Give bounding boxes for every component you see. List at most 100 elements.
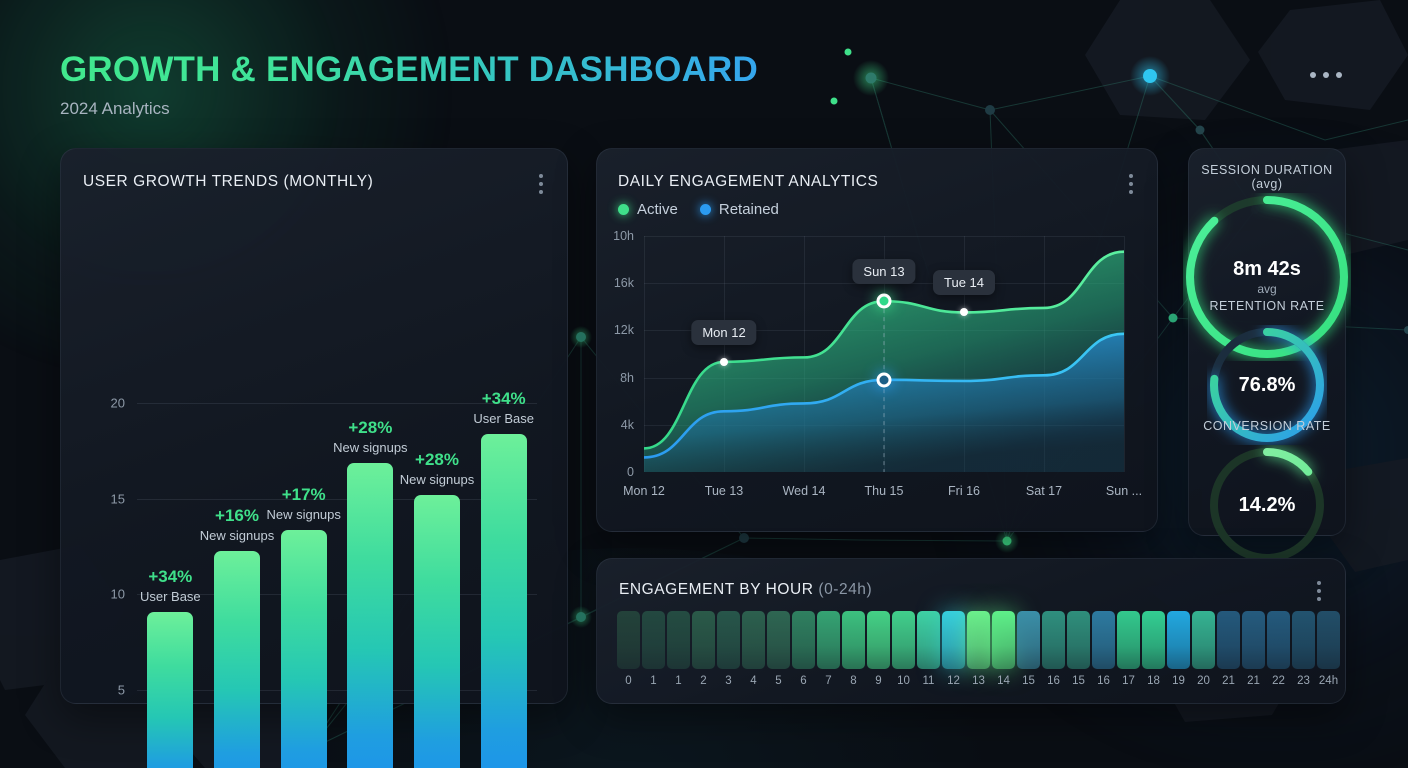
- heatmap-cell[interactable]: [992, 611, 1015, 669]
- heatmap-cell[interactable]: [1292, 611, 1315, 669]
- user-growth-trends-card: USER GROWTH TRENDS (MONTHLY) 05101520 +3…: [60, 148, 568, 768]
- legend-item[interactable]: Retained: [699, 201, 779, 218]
- bar-annotation: +28% New signups: [295, 418, 445, 455]
- heatmap-cell[interactable]: [667, 611, 690, 669]
- bar-gridline: [137, 690, 537, 692]
- heatmap-cell[interactable]: [767, 611, 790, 669]
- heatmap-cell[interactable]: [1092, 611, 1115, 669]
- area-chart-plot: 0 4k 8h 12k 16k 10h Mon 12 Tue 13 Wed 14 Thu 15 Fr…: [613, 229, 1142, 498]
- heatmap-hour-label: 22: [1272, 675, 1285, 687]
- gauge-ring[interactable]: 8m 42s avg: [1183, 193, 1351, 361]
- data-point-marker[interactable]: [720, 357, 728, 366]
- heatmap-hour-label: 20: [1197, 675, 1210, 687]
- heatmap-hour-label: 4: [750, 675, 757, 687]
- heatmap-hour-label: 21: [1222, 675, 1235, 687]
- bar-rect[interactable]: [414, 495, 461, 768]
- heatmap-cell[interactable]: [1017, 611, 1040, 669]
- heatmap-cell[interactable]: [1117, 611, 1140, 669]
- gauge-value: 14.2%: [1238, 493, 1296, 516]
- bar-item[interactable]: +28% New signups: [333, 392, 408, 768]
- bar-annotation-percent: +34%: [481, 389, 526, 409]
- data-point-marker[interactable]: [876, 293, 892, 309]
- heatmap-cell[interactable]: [817, 611, 840, 669]
- heatmap-cell[interactable]: [1242, 611, 1265, 669]
- heatmap-cell[interactable]: [892, 611, 915, 669]
- heatmap-hour-label: 16: [1097, 675, 1110, 687]
- gauge-ring[interactable]: 14.2%: [1207, 445, 1327, 565]
- bar-rect[interactable]: [347, 462, 394, 768]
- gauge-value: 76.8%: [1238, 373, 1296, 396]
- bar-series: +34% User Base +16% New signups +17% New sign…: [137, 389, 537, 768]
- line-x-tick-label: Sun ...: [1105, 484, 1143, 498]
- bar-item[interactable]: +16% New signups: [200, 392, 274, 768]
- kebab-menu-icon[interactable]: [1129, 174, 1133, 194]
- bar-item[interactable]: +34% User Base: [470, 389, 537, 768]
- heatmap-cell[interactable]: [692, 611, 715, 669]
- bar-y-tick-label: 20: [110, 395, 125, 411]
- bar-annotation: +34% User Base: [95, 567, 245, 604]
- line-x-tick-label: Wed 14: [782, 484, 826, 498]
- bar-annotation-percent: +16%: [215, 506, 259, 526]
- heatmap-cell[interactable]: [1317, 611, 1340, 669]
- legend-item[interactable]: Active: [618, 201, 678, 218]
- heatmap-cell[interactable]: [1167, 611, 1190, 669]
- bar-item[interactable]: +34% User Base: [137, 392, 204, 768]
- line-vgridline: [724, 236, 725, 472]
- bar-rect[interactable]: [147, 612, 194, 768]
- bar-item[interactable]: +28% New signups: [400, 392, 474, 768]
- heatmap-cell[interactable]: [1042, 611, 1065, 669]
- heatmap-hour-label: 18: [1147, 675, 1160, 687]
- heatmap-cell[interactable]: [917, 611, 940, 669]
- more-horizontal-icon[interactable]: [1310, 72, 1342, 78]
- line-y-tick-label: 12k: [613, 323, 634, 338]
- gauge-value-box: 76.8%: [1207, 325, 1327, 445]
- bar-item[interactable]: +17% New signups: [266, 392, 341, 768]
- gauge-value: 8m 42s: [1233, 258, 1301, 280]
- bar-annotation-caption: New signups: [333, 439, 408, 455]
- heatmap-cells: [617, 611, 1340, 669]
- heatmap-cell[interactable]: [742, 611, 765, 669]
- data-point-marker[interactable]: [876, 372, 892, 388]
- heatmap-cell[interactable]: [717, 611, 740, 669]
- heatmap-cell[interactable]: [1067, 611, 1090, 669]
- heatmap-cell[interactable]: [792, 611, 815, 669]
- bar-y-tick-label: 15: [110, 491, 125, 507]
- heat-card-title-main: ENGAGEMENT BY HOUR: [619, 581, 814, 598]
- heatmap-hour-label: 15: [1022, 675, 1035, 687]
- heatmap-cell[interactable]: [842, 611, 865, 669]
- bar-annotation-caption: New signups: [399, 472, 475, 488]
- bar-rect[interactable]: [280, 529, 327, 768]
- heatmap-cell[interactable]: [867, 611, 890, 669]
- heatmap-hour-label: 6: [800, 675, 807, 687]
- gauge-label: RETENTION RATE: [1209, 299, 1325, 313]
- engagement-by-hour-card: ENGAGEMENT BY HOUR (0-24h) 0 1 1 2 3 4 5 6 7 8 9 10…: [596, 558, 1346, 704]
- heatmap-hour-label: 3: [725, 675, 732, 687]
- chart-legend: Active Retained: [618, 201, 779, 218]
- data-point-marker[interactable]: [960, 308, 968, 317]
- heatmap-hour-label: 19: [1172, 675, 1185, 687]
- bar-rect[interactable]: [214, 551, 260, 768]
- gauge-ring[interactable]: 76.8%: [1207, 325, 1327, 445]
- heatmap-hour-label: 9: [875, 675, 882, 687]
- bar-annotation-caption: New signups: [266, 506, 341, 522]
- bar-annotation-percent: +17%: [281, 484, 326, 504]
- heatmap-cell[interactable]: [1192, 611, 1215, 669]
- heatmap-cell[interactable]: [642, 611, 665, 669]
- heatmap-hour-labels: 0 1 1 2 3 4 5 6 7 8 9 10 11 12 13 14 15 16 15 16 17 18 19 20 21 2…: [617, 675, 1340, 687]
- heatmap-cell[interactable]: [1267, 611, 1290, 669]
- heatmap-cell[interactable]: [942, 611, 965, 669]
- heatmap-cell[interactable]: [617, 611, 640, 669]
- heatmap-cell[interactable]: [1142, 611, 1165, 669]
- gauge-sublabel: avg: [1257, 282, 1277, 296]
- heatmap-cell[interactable]: [1217, 611, 1240, 669]
- heatmap-cell[interactable]: [967, 611, 990, 669]
- bar-rect[interactable]: [480, 434, 527, 768]
- data-point-tooltip: Mon 12: [691, 319, 757, 345]
- kebab-menu-icon[interactable]: [1317, 581, 1321, 601]
- kpi-gauges-card: SESSION DURATION (avg) 8m 42s avg RETENTION…: [1186, 148, 1348, 562]
- gauge-value-box: 14.2%: [1207, 445, 1327, 565]
- kebab-menu-icon[interactable]: [539, 174, 543, 194]
- gauge-value-box: 8m 42s avg: [1183, 193, 1351, 361]
- bar-gridline: [137, 594, 537, 596]
- legend-color-dot: [618, 204, 629, 215]
